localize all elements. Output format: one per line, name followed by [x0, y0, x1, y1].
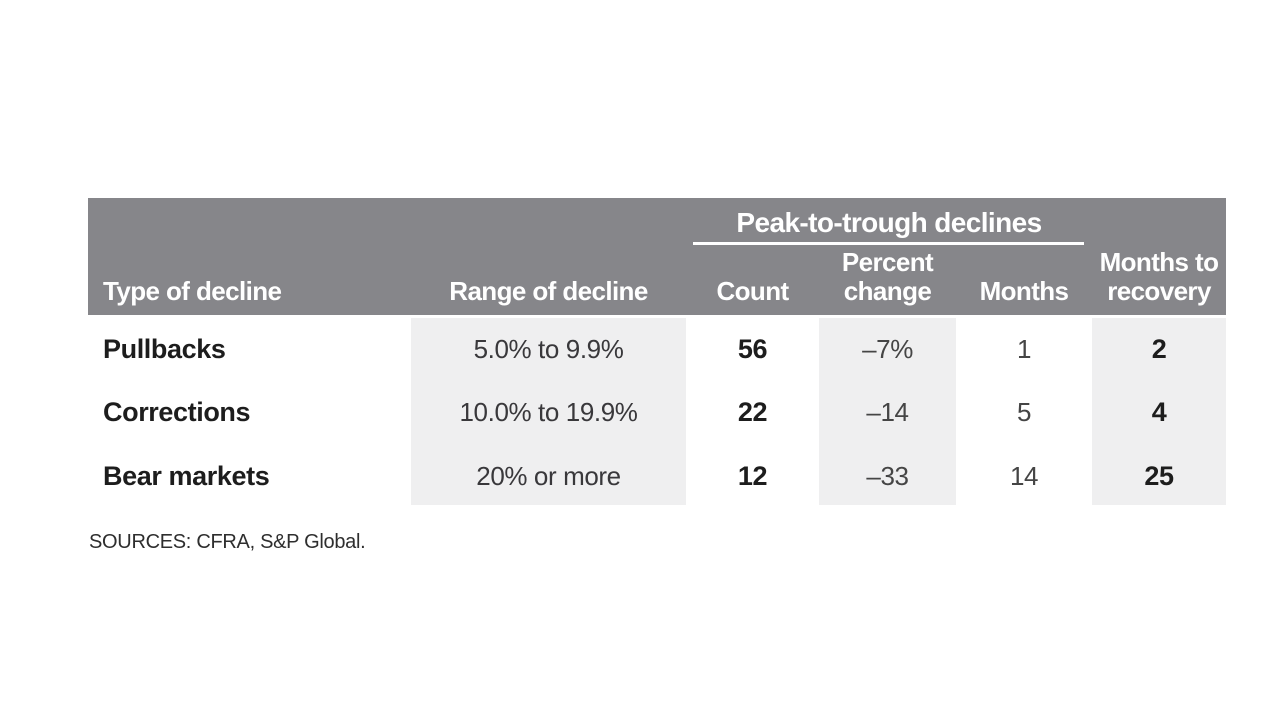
col-header-months: Months: [979, 276, 1069, 306]
table-row-pullbacks: Pullbacks 5.0% to 9.9% 56 –7% 1 2: [88, 318, 1226, 381]
cell-recovery: 4: [1151, 397, 1167, 427]
declines-table: Peak-to-trough declines Type of decline …: [88, 198, 1226, 505]
cell-percent: –33: [866, 461, 909, 491]
col-header-percent-change: Percent change: [819, 248, 956, 306]
cell-months: 14: [1009, 461, 1039, 491]
cell-range: 20% or more: [476, 461, 621, 491]
col-header-percent-line2: change: [843, 276, 932, 306]
shaded-column-percent: [819, 318, 956, 505]
cell-range: 5.0% to 9.9%: [473, 334, 624, 364]
cell-type: Bear markets: [103, 461, 270, 491]
table-row-bear-markets: Bear markets 20% or more 12 –33 14 25: [88, 445, 1226, 508]
sources-line: SOURCES: CFRA, S&P Global.: [89, 531, 366, 553]
group-header-underline: [693, 242, 1084, 245]
cell-percent: –14: [866, 397, 909, 427]
group-header-peak-to-trough: Peak-to-trough declines: [736, 207, 1042, 238]
col-header-type-of-decline: Type of decline: [103, 276, 282, 306]
col-header-range-of-decline: Range of decline: [449, 276, 648, 306]
cell-months: 5: [1016, 397, 1032, 427]
col-header-count: Count: [716, 276, 789, 306]
cell-type: Corrections: [103, 397, 251, 427]
col-header-months-to-recovery: Months to recovery: [1092, 248, 1226, 306]
col-header-recovery-line1: Months to: [1099, 247, 1219, 277]
shaded-column-range: [411, 318, 686, 505]
cell-count: 56: [737, 334, 768, 364]
cell-count: 22: [737, 397, 768, 427]
cell-recovery: 2: [1151, 334, 1167, 364]
cell-percent: –7%: [862, 334, 913, 364]
col-header-recovery-line2: recovery: [1107, 276, 1211, 306]
table-row-corrections: Corrections 10.0% to 19.9% 22 –14 5 4: [88, 381, 1226, 444]
table-header-band: Peak-to-trough declines Type of decline …: [88, 198, 1226, 315]
shaded-column-recovery: [1092, 318, 1226, 505]
cell-months: 1: [1016, 334, 1032, 364]
table-body: Pullbacks 5.0% to 9.9% 56 –7% 1 2 Correc…: [88, 315, 1226, 505]
col-header-percent-line1: Percent: [841, 247, 934, 277]
cell-range: 10.0% to 19.9%: [459, 397, 638, 427]
cell-count: 12: [737, 461, 768, 491]
cell-recovery: 25: [1144, 461, 1174, 491]
column-header-row: Type of decline Range of decline Count P…: [88, 198, 1226, 315]
cell-type: Pullbacks: [103, 334, 226, 364]
